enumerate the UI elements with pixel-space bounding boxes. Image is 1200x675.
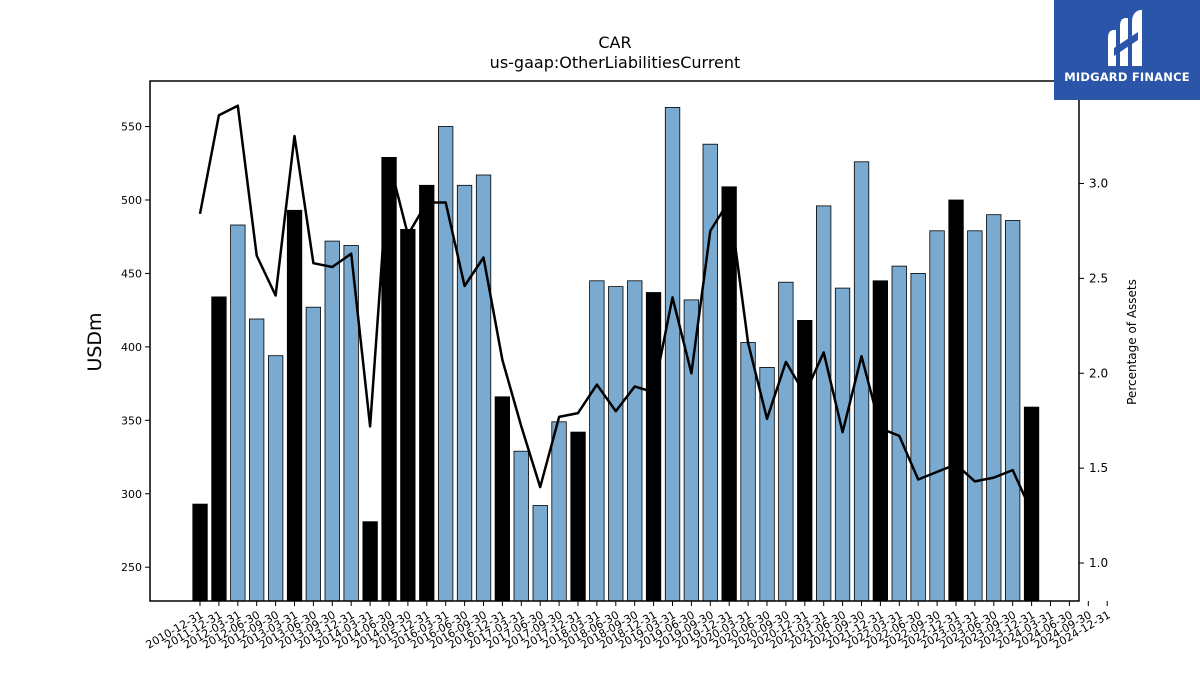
bar [778, 281, 794, 602]
y2-tick-label: 2.5 [1089, 271, 1108, 285]
bar [324, 240, 340, 602]
bar [551, 421, 567, 602]
bar [986, 214, 1002, 602]
bar [740, 342, 756, 602]
y-tick-label: 250 [121, 561, 142, 574]
bars-group [192, 107, 1040, 602]
bar [608, 286, 624, 602]
bar [362, 521, 378, 602]
bar [721, 186, 737, 602]
bar [248, 318, 265, 602]
y-axis-label: USDm [84, 312, 106, 371]
bar [456, 184, 473, 602]
y-tick-label: 350 [121, 414, 142, 427]
bar [437, 126, 454, 602]
chart-title: CAR [598, 33, 631, 52]
bar [702, 143, 718, 602]
plot-frame [149, 80, 1080, 602]
bar [267, 355, 284, 602]
y-ticks: 250 300 350 400 450 500 550 [121, 121, 150, 574]
y2-tick-label: 1.5 [1089, 461, 1108, 475]
y2-axis-label: Percentage of Assets [1125, 279, 1139, 405]
bar [570, 431, 586, 602]
bar [664, 107, 681, 602]
y2-ticks: 1.0 1.5 2.0 2.5 3.0 [1079, 176, 1108, 570]
bar [400, 228, 416, 602]
y-tick-label: 450 [121, 267, 142, 280]
bar [305, 306, 322, 602]
bar [192, 503, 208, 602]
bar [929, 230, 945, 602]
y2-tick-label: 2.0 [1089, 366, 1108, 380]
bar [797, 319, 813, 602]
logo-text: MIDGARD FINANCE [1064, 70, 1190, 84]
series-line [198, 104, 1033, 513]
bar [834, 287, 851, 602]
bar [645, 292, 662, 602]
chart-subtitle: us-gaap:OtherLiabilitiesCurrent [490, 53, 741, 72]
bar [872, 280, 888, 602]
bar [910, 272, 926, 602]
y-tick-label: 300 [121, 488, 142, 501]
bar [286, 209, 303, 602]
bar [211, 296, 227, 602]
bar [1023, 406, 1040, 602]
bar [494, 396, 511, 602]
bar [513, 450, 529, 602]
bar [589, 280, 605, 602]
bar [967, 230, 983, 602]
bar [816, 205, 832, 602]
bar [627, 280, 643, 602]
x-ticks: 2010-12-312011-12-312012-03-312012-06-30… [144, 601, 1113, 652]
y2-tick-label: 3.0 [1089, 176, 1108, 190]
y-tick-label: 550 [121, 121, 142, 134]
bar [1005, 220, 1021, 602]
y-tick-label: 500 [121, 194, 142, 207]
line-group [198, 104, 1033, 513]
bar [948, 199, 964, 602]
bar [683, 299, 699, 602]
logo: MIDGARD FINANCE [1054, 0, 1200, 100]
bar [419, 184, 435, 602]
logo-mark-icon [1108, 10, 1142, 66]
bar [532, 505, 548, 602]
bar [230, 224, 246, 602]
y-tick-label: 400 [121, 341, 142, 354]
bar [475, 174, 492, 602]
y2-tick-label: 1.0 [1089, 556, 1108, 570]
